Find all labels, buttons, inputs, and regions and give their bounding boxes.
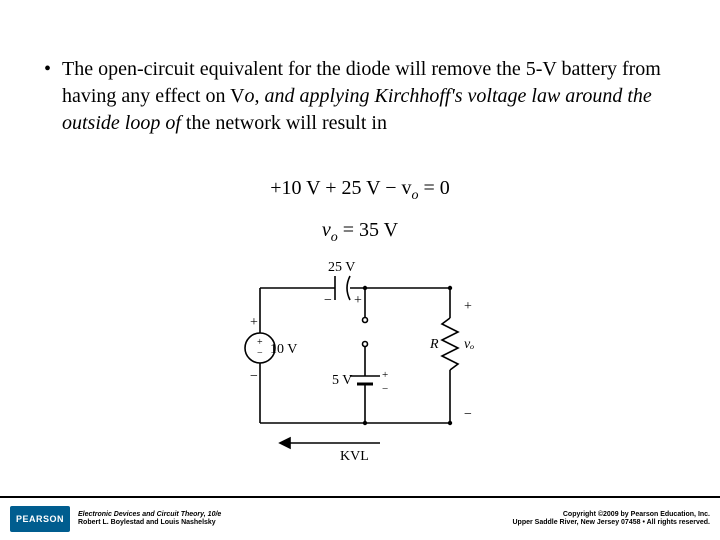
batt-voltage-label: 5 V	[332, 373, 352, 388]
pearson-logo: PEARSON	[10, 506, 70, 532]
book-title: Electronic Devices and Circuit Theory, 1…	[78, 511, 221, 519]
footer-left: PEARSON Electronic Devices and Circuit T…	[10, 506, 221, 532]
footer-copyright: Copyright ©2009 by Pearson Education, In…	[512, 511, 710, 528]
book-info: Electronic Devices and Circuit Theory, 1…	[78, 511, 221, 528]
vo-minus: −	[464, 407, 472, 422]
eq1-tail: = 0	[419, 177, 450, 199]
book-authors: Robert L. Boylestad and Louis Nashelsky	[78, 519, 221, 527]
eq2-lhs: v	[322, 219, 331, 241]
circuit-diagram: − + 25 V + − + − 10 V R	[0, 248, 720, 473]
src-inner-plus: +	[257, 337, 263, 348]
bullet-item: • The open-circuit equivalent for the di…	[44, 56, 680, 137]
kvl-label: KVL	[340, 449, 369, 464]
src-minus-bot: −	[250, 369, 258, 384]
equations-block: +10 V + 25 V − vo = 0 vo = 35 V	[0, 168, 720, 252]
eq2-sub: o	[331, 230, 338, 245]
bullet-content: The open-circuit equivalent for the diod…	[62, 56, 680, 137]
equation-line-2: vo = 35 V	[0, 210, 720, 252]
slide-footer: PEARSON Electronic Devices and Circuit T…	[0, 496, 720, 540]
cap-voltage-label: 25 V	[328, 260, 355, 275]
src-voltage-label: 10 V	[270, 342, 297, 357]
slide: • The open-circuit equivalent for the di…	[0, 0, 720, 540]
pearson-logo-text: PEARSON	[16, 514, 64, 524]
cap-minus-label: −	[324, 293, 332, 308]
resistor-label: R	[429, 337, 439, 352]
src-inner-minus: −	[257, 348, 263, 359]
bullet-sub-o: o	[245, 85, 255, 107]
bullet-dot: •	[44, 56, 62, 137]
cap-plus-label: +	[354, 293, 362, 308]
vo-plus: +	[464, 299, 472, 314]
copyright-line-1: Copyright ©2009 by Pearson Education, In…	[512, 511, 710, 519]
eq2-rhs: = 35 V	[338, 219, 398, 241]
eq1-lhs: +10 V + 25 V − v	[270, 177, 411, 199]
equation-line-1: +10 V + 25 V − vo = 0	[0, 168, 720, 210]
batt-minus: −	[382, 383, 388, 395]
src-plus-top: +	[250, 315, 258, 330]
bullet-text-3: the network will result in	[181, 112, 387, 134]
circuit-svg: − + 25 V + − + − 10 V R	[220, 248, 500, 468]
eq1-sub: o	[412, 188, 419, 203]
vo-label: vₒ	[464, 337, 474, 352]
main-bullet-text: • The open-circuit equivalent for the di…	[44, 56, 680, 137]
copyright-line-2: Upper Saddle River, New Jersey 07458 • A…	[512, 519, 710, 527]
batt-plus: +	[382, 369, 388, 381]
bullet-text-2: ,	[255, 85, 265, 107]
